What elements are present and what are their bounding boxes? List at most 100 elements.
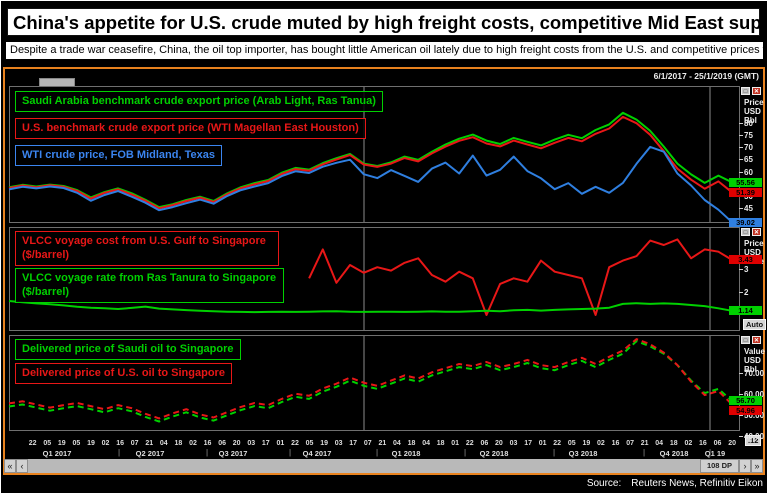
y-tick-label: 65 xyxy=(739,155,753,164)
last-value-badge: 56.70 xyxy=(729,396,762,405)
x-quarter-separator: | xyxy=(376,448,379,457)
x-tick-label: 02 xyxy=(684,440,693,447)
legend-delivered-saudi: Delivered price of Saudi oil to Singapor… xyxy=(15,339,241,360)
source-label: Source: xyxy=(586,478,622,489)
series-wti-magellan-east-houston xyxy=(8,115,733,210)
x-tick-label: 19 xyxy=(57,440,66,447)
y-tick-label: 40.00 xyxy=(739,432,764,441)
x-tick-label: 05 xyxy=(305,440,314,447)
last-value-badge: 51.39 xyxy=(729,188,762,197)
x-tick-label: 03 xyxy=(334,440,343,447)
panel3-axis-title: Value USD Bbl xyxy=(744,347,765,374)
legend-vlcc-ras-tanura: VLCC voyage rate from Ras Tanura to Sing… xyxy=(15,268,284,303)
decimal-button[interactable]: .12 xyxy=(745,435,762,446)
x-tick-label: 07 xyxy=(130,440,139,447)
legend-delivered-us: Delivered price of U.S. oil to Singapore xyxy=(15,363,232,384)
x-quarter-separator: | xyxy=(118,448,121,457)
x-tick-label: 22 xyxy=(465,440,474,447)
x-quarter-label: Q3 2018 xyxy=(568,449,598,458)
y-tick-label: 60 xyxy=(739,168,753,177)
x-tick-label: 17 xyxy=(261,440,270,447)
x-tick-label: 16 xyxy=(116,440,124,447)
restore-icon[interactable]: □ xyxy=(741,87,750,95)
close-icon[interactable]: ✕ xyxy=(752,228,761,236)
scroll-left-button[interactable]: ‹ xyxy=(16,459,28,473)
x-tick-label: 04 xyxy=(392,440,401,447)
source-line: Source: Reuters News, Refinitiv Eikon xyxy=(7,478,763,492)
x-tick-label: 18 xyxy=(174,440,183,447)
series-delivered-saudi-oil-to-singapore xyxy=(8,340,733,423)
last-value-badge: 55.56 xyxy=(729,178,762,187)
scroll-far-right-button[interactable]: » xyxy=(751,459,763,473)
panel2-window-buttons: □ ✕ xyxy=(741,228,761,236)
close-icon[interactable]: ✕ xyxy=(752,336,761,344)
x-tick-label: 18 xyxy=(436,440,445,447)
x-tick-label: 21 xyxy=(640,440,649,447)
panel1-window-buttons: □ ✕ xyxy=(741,87,761,95)
y-tick-label: 70 xyxy=(739,143,753,152)
vlcc-panel-plot xyxy=(8,228,733,330)
x-tick-label: 19 xyxy=(582,440,591,447)
x-quarter-label: Q3 2017 xyxy=(218,449,248,458)
legend-wti-midland: WTI crude price, FOB Midland, Texas xyxy=(15,145,222,166)
close-icon[interactable]: ✕ xyxy=(752,87,761,95)
date-range-label: 6/1/2017 - 25/1/2019 (GMT) xyxy=(653,71,759,81)
panel1-axis-title: Price USD Bbl xyxy=(744,98,764,125)
legend-us-export-label: U.S. benchmark crude export price (WTI M… xyxy=(22,122,359,134)
y-tick-label: 3 xyxy=(739,265,748,274)
x-tick-label: 01 xyxy=(538,440,547,447)
x-tick-label: 06 xyxy=(218,440,226,447)
source-value: Reuters News, Refinitiv Eikon xyxy=(631,478,763,489)
last-value-badge: 3.43 xyxy=(729,255,762,264)
legend-saudi-export-label: Saudi Arabia benchmark crude export pric… xyxy=(22,95,376,107)
x-quarter-label: Q1 2017 xyxy=(42,449,72,458)
x-tick-label: 04 xyxy=(422,440,430,447)
x-tick-label: 20 xyxy=(232,440,241,447)
x-tick-label: 22 xyxy=(291,440,299,447)
series-vlcc-us-gulf-to-singapore xyxy=(308,238,733,316)
restore-icon[interactable]: □ xyxy=(741,336,750,344)
chart-tab[interactable] xyxy=(39,78,75,86)
scroll-right-button[interactable]: › xyxy=(739,459,751,473)
x-tick-label: 20 xyxy=(494,440,503,447)
x-quarter-label: Q1 2018 xyxy=(391,449,421,458)
x-tick-label: 04 xyxy=(655,440,664,447)
auto-scale-button[interactable]: Auto xyxy=(743,319,767,330)
x-tick-label: 01 xyxy=(451,440,460,447)
datapoints-button[interactable]: 108 DP xyxy=(699,459,739,473)
x-tick-label: 07 xyxy=(363,440,372,447)
page-title: China's appetite for U.S. crude muted by… xyxy=(7,8,767,36)
x-quarter-label: Q4 2018 xyxy=(659,449,689,458)
delivered-panel-plot xyxy=(8,336,733,430)
y-tick-label: 60.00 xyxy=(739,390,764,399)
y-tick-label: 80 xyxy=(739,119,753,128)
x-tick-label: 05 xyxy=(43,440,52,447)
legend-delivered-us-label: Delivered price of U.S. oil to Singapore xyxy=(22,367,225,379)
x-quarter-label: Q2 2018 xyxy=(479,449,509,458)
last-value-badge: 1.14 xyxy=(729,306,762,315)
scroll-far-left-button[interactable]: « xyxy=(4,459,16,473)
x-tick-label: 21 xyxy=(378,440,387,447)
x-tick-label: 17 xyxy=(524,440,532,447)
restore-icon[interactable]: □ xyxy=(741,228,750,236)
x-tick-label: 03 xyxy=(247,440,256,447)
series-vlcc-ras-tanura-to-singapore xyxy=(8,300,733,314)
x-tick-label: 02 xyxy=(596,440,605,447)
x-quarter-separator: | xyxy=(464,448,467,457)
legend-us-export: U.S. benchmark crude export price (WTI M… xyxy=(15,118,366,139)
x-tick-label: 06 xyxy=(480,440,489,447)
y-tick-label: 50.00 xyxy=(739,411,764,420)
x-tick-label: 02 xyxy=(189,440,197,447)
x-quarter-separator: | xyxy=(643,448,646,457)
horizontal-scrollbar[interactable]: « ‹ 108 DP › » xyxy=(4,459,763,473)
x-quarter-separator: | xyxy=(206,448,209,457)
x-tick-label: 16 xyxy=(611,440,620,447)
legend-saudi-export: Saudi Arabia benchmark crude export pric… xyxy=(15,91,383,112)
x-tick-label: 18 xyxy=(407,440,416,447)
scrollbar-track[interactable] xyxy=(28,459,700,473)
x-quarter-separator: | xyxy=(553,448,556,457)
x-tick-label: 21 xyxy=(145,440,154,447)
x-tick-label: 05 xyxy=(72,440,81,447)
y-tick-label: 70.00 xyxy=(739,369,764,378)
